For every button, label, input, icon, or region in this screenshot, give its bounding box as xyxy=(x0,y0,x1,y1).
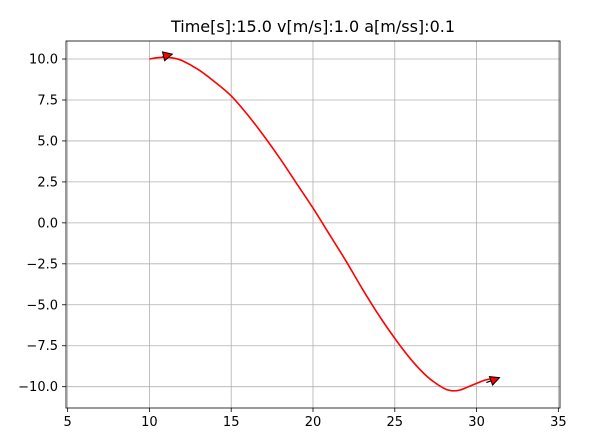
y-tick-label: −5.0 xyxy=(26,298,58,313)
x-tick-label: 20 xyxy=(305,415,322,430)
x-tick-label: 35 xyxy=(550,415,567,430)
chart-title: Time[s]:15.0 v[m/s]:1.0 a[m/ss]:0.1 xyxy=(170,17,455,36)
direction-arrow xyxy=(161,51,174,62)
plot-lines xyxy=(149,56,494,392)
series-line xyxy=(149,56,494,392)
y-tick-label: 7.5 xyxy=(37,93,58,108)
grid xyxy=(66,41,560,408)
x-tick-label: 5 xyxy=(63,415,71,430)
x-tick-label: 25 xyxy=(387,415,404,430)
y-tick-label: −7.5 xyxy=(26,339,58,354)
y-tick-label: 5.0 xyxy=(37,134,58,149)
plot-frame xyxy=(65,40,561,409)
y-tick-label: −2.5 xyxy=(26,257,58,272)
y-tick-label: −10.0 xyxy=(18,380,58,395)
axis-ticks: 5 10 15 20 25 30 35 10.0 7.5 5.0 2.5 0.0 −2.5 −5.0 −7.… xyxy=(18,53,566,430)
y-tick-label: 10.0 xyxy=(29,53,58,68)
direction-arrow xyxy=(486,376,501,387)
x-tick-label: 15 xyxy=(223,415,240,430)
y-tick-label: 2.5 xyxy=(37,175,58,190)
y-tick-label: 0.0 xyxy=(37,216,58,231)
direction-arrows xyxy=(161,51,501,387)
x-tick-label: 10 xyxy=(141,415,158,430)
x-tick-label: 30 xyxy=(468,415,485,430)
